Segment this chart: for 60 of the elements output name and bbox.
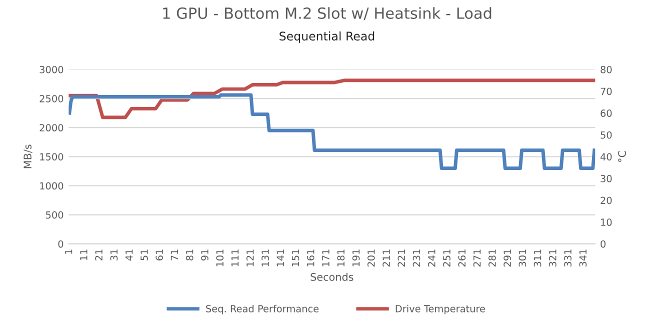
y-tick-label: 500 <box>46 211 64 219</box>
x-tick-label: 41 <box>126 250 133 261</box>
y-tick-label: 2500 <box>40 94 64 102</box>
x-tick-label: 161 <box>306 250 314 266</box>
x-tick-label: 31 <box>110 250 118 260</box>
x-tick-label: 91 <box>201 250 208 260</box>
x-tick-label: 201 <box>367 250 375 267</box>
x-tick-label: 21 <box>95 250 102 260</box>
x-tick-label: 211 <box>382 250 390 267</box>
x-tick-label: 121 <box>246 250 254 266</box>
y-axis-title: MB/s <box>24 144 32 168</box>
x-tick-label: 231 <box>412 250 420 267</box>
legend-label: Drive Temperature <box>396 304 485 314</box>
x-tick-label: 151 <box>292 250 300 266</box>
y-tick-label: 0 <box>58 240 64 248</box>
y2-tick-label: 30 <box>600 174 612 182</box>
x-tick-label: 131 <box>262 250 269 266</box>
x-tick-label: 251 <box>443 250 450 267</box>
y2-tick-label: 10 <box>601 218 612 226</box>
x-tick-label: 51 <box>140 250 148 260</box>
x-tick-label: 171 <box>322 250 330 266</box>
chart-title: 1 GPU - Bottom M.2 Slot w/ Heatsink - Load <box>163 7 492 20</box>
x-tick-label: 11 <box>80 250 88 260</box>
y2-tick-label: 20 <box>600 196 612 204</box>
y-tick-label: 2000 <box>40 124 64 132</box>
x-tick-label: 191 <box>352 250 360 266</box>
chart-subtitle: Sequential Read <box>280 31 374 43</box>
x-tick-label: 271 <box>473 250 481 267</box>
y-tick-label: 1500 <box>40 153 64 160</box>
x-tick-label: 331 <box>564 250 572 267</box>
line-series <box>68 78 596 120</box>
x-tick-label: 281 <box>488 250 496 267</box>
y2-tick-label: 60 <box>600 110 612 117</box>
x-axis-title: Seconds <box>310 272 354 281</box>
x-tick-label: 111 <box>231 250 239 266</box>
x-tick-label: 321 <box>549 250 556 267</box>
y2-tick-label: 80 <box>600 66 612 74</box>
x-tick-label: 221 <box>398 250 405 267</box>
x-tick-label: 71 <box>170 250 178 260</box>
x-tick-label: 181 <box>337 250 345 266</box>
y2-tick-label: 0 <box>600 240 606 248</box>
y2-tick-label: 40 <box>600 153 612 160</box>
x-tick-label: 141 <box>276 250 284 266</box>
x-tick-label: 341 <box>579 250 587 267</box>
x-tick-label: 301 <box>518 250 526 267</box>
y-tick-label: 1000 <box>40 182 64 190</box>
legend-label: Seq. Read Performance <box>206 304 319 314</box>
y2-tick-label: 70 <box>600 88 612 96</box>
x-tick-label: 291 <box>504 250 511 267</box>
x-tick-label: 101 <box>216 250 224 266</box>
x-tick-label: 1 <box>65 250 72 254</box>
line-series <box>68 93 596 170</box>
x-tick-label: 241 <box>428 250 436 267</box>
x-tick-label: 311 <box>534 250 542 267</box>
x-tick-label: 81 <box>186 250 194 260</box>
x-tick-label: 61 <box>156 250 164 260</box>
y2-tick-label: 50 <box>600 131 612 139</box>
y-tick-label: 3000 <box>40 66 64 74</box>
x-tick-label: 261 <box>458 250 466 267</box>
y2-axis-title: °C <box>618 150 626 162</box>
